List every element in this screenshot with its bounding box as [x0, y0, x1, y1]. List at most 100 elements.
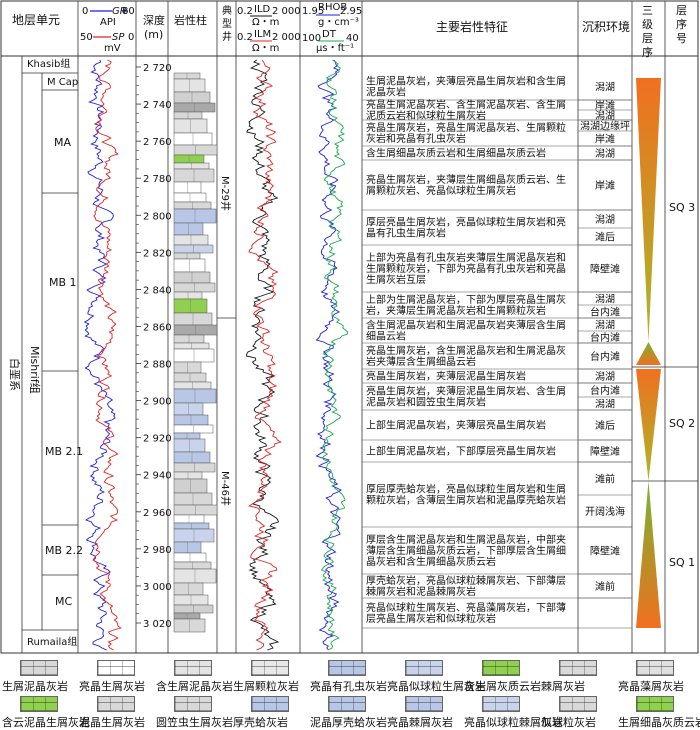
- depth-tick-label: 2 940: [143, 471, 172, 482]
- khasib-label: Khasib组: [27, 57, 70, 70]
- environment-label: 滩前: [595, 580, 615, 593]
- environment-label: 潟湖: [595, 81, 615, 94]
- sp-max: 0: [128, 32, 134, 43]
- svg-text:序: 序: [642, 45, 653, 59]
- sp-min: 50: [80, 32, 93, 43]
- depth-tick-label: 2 760: [143, 137, 172, 148]
- svg-text:三: 三: [642, 4, 653, 17]
- resistivity-header: 0.2 ILD 2 000 Ω・m 0.2 ILM 2 000 Ω・m: [237, 4, 301, 54]
- legend-swatch: [328, 660, 366, 676]
- sequence-sq3: SQ 3: [669, 201, 695, 214]
- legend-swatch: [251, 696, 289, 712]
- sq3-triangle: [636, 78, 661, 342]
- depth-tick-label: 2 980: [143, 545, 172, 556]
- depth-tick-label: 2 840: [143, 285, 172, 296]
- ild-curve: [246, 59, 280, 651]
- feature-text-line: 薄层含生屑细晶灰质云岩，下部厚层含生屑细: [366, 544, 566, 557]
- sq2-triangle: [636, 369, 661, 481]
- feature-text-line: 屑颗粒灰岩、亮晶似球粒生屑灰岩: [366, 184, 516, 197]
- gr-unit: API: [100, 17, 116, 28]
- feature-text: 厚层厚壳蛤灰岩，亮晶似球粒生屑灰岩和生屑颗粒灰岩，含薄层生屑灰岩和泥晶厚壳蛤灰岩: [366, 483, 566, 507]
- feature-text-line: 灰岩和亮晶有孔虫灰岩: [366, 132, 466, 145]
- feature-text: 厚层亮晶生屑灰岩，亮晶似球粒生屑灰岩和亮晶有孔虫生屑灰岩: [366, 216, 566, 240]
- well-m46: M-46井: [219, 471, 232, 506]
- member-ma: MA: [54, 136, 71, 149]
- dt-min: 100: [302, 33, 321, 44]
- legend-swatch: [405, 660, 443, 676]
- feature-text: 亮晶生屑灰岩，夹薄层生屑细晶灰质云岩、生屑颗粒灰岩、亮晶似球粒生屑灰岩: [366, 173, 566, 197]
- feature-text-line: 亮晶似球粒生屑灰岩、亮晶藻屑灰岩，下部薄: [366, 601, 566, 614]
- environment-label: 滩后: [595, 231, 615, 244]
- well-header-2: 型: [222, 17, 232, 30]
- ild-min: 0.2: [237, 6, 253, 17]
- sp-name: SP: [112, 32, 125, 43]
- legend-swatch: [174, 660, 212, 676]
- sequence-sq1: SQ 1: [669, 556, 695, 569]
- depth-ticks: 2 720 2 740 2 760 2 780 2 800 2 820 2 840 2 860…: [136, 63, 172, 630]
- gr-curve: [83, 59, 116, 651]
- feature-text-line: 上部为亮晶有孔虫灰岩夹薄层生屑泥晶灰岩和: [366, 251, 566, 264]
- legend-swatch: [405, 696, 443, 712]
- lithology-header: 岩性柱: [174, 13, 207, 27]
- gr-max: 80: [122, 6, 135, 17]
- legend-label: 含生屑灰质云岩: [464, 680, 541, 693]
- depth-tick-label: 2 780: [143, 174, 172, 185]
- legend-label: 生屑细晶灰质云岩: [618, 716, 700, 729]
- environment-label: 潟湖: [595, 319, 615, 332]
- rhob-name: RHOB: [318, 2, 347, 13]
- legend-swatch: [174, 696, 212, 712]
- feature-text: 含生屑泥晶灰岩和生屑泥晶灰岩夹薄层含生屑细晶云岩: [366, 319, 566, 343]
- feature-text: 上部为亮晶有孔虫灰岩夹薄层生屑泥晶灰岩和生屑颗粒灰岩，下部为亮晶有孔虫灰岩和亮晶…: [366, 251, 566, 286]
- feature-text-line: 亮晶生屑灰岩，夹薄层泥晶生屑灰岩、含生屑: [366, 385, 566, 398]
- legend-swatch: [482, 660, 520, 676]
- feature-text-line: 晶灰岩和含生屑细晶灰质云岩: [366, 555, 496, 568]
- sp-curve: [92, 59, 122, 651]
- environment-label: 潟湖: [595, 109, 615, 122]
- sequence-sq2: SQ 2: [669, 417, 695, 430]
- ilm-unit: Ω・m: [252, 43, 279, 54]
- column-dividers: [77, 1, 666, 653]
- environment-label: 潟湖: [595, 370, 615, 383]
- well-m29: M-29井: [219, 176, 232, 211]
- feature-text-line: 棘屑灰岩和泥晶棘屑灰岩: [366, 585, 476, 598]
- rhob-min: 1.95: [302, 6, 324, 17]
- rhob-max: 2.95: [340, 6, 362, 17]
- depth-tick-label: 2 740: [143, 100, 172, 111]
- lithology-legend: 生屑泥晶灰岩 亮晶生屑灰岩 含生屑泥晶灰岩 生屑颗粒灰岩 亮晶有孔虫灰岩 亮晶似球粒生屑灰…: [0, 656, 700, 729]
- depth-header: 深度: [143, 13, 165, 27]
- environment-label: 潟湖: [595, 213, 615, 226]
- member-mb1: MB 1: [49, 276, 77, 289]
- dt-curve: [320, 59, 349, 651]
- svg-text:层: 层: [642, 32, 653, 45]
- environment-label: 障壁滩: [590, 545, 620, 558]
- feature-text: 生屑泥晶灰岩，夹薄层亮晶生屑灰岩和含生屑泥晶灰岩: [366, 75, 566, 99]
- legend-label: 亮晶似球粒生屑灰岩: [387, 680, 486, 693]
- feature-text-line: 层亮晶生屑灰岩和似球粒灰岩: [366, 612, 496, 625]
- environment-label: 台内滩: [590, 350, 620, 363]
- feature-text-line: 上部生屑泥晶灰岩，下部厚层亮晶生屑灰岩: [366, 445, 556, 458]
- feature-text-line: 生屑泥晶灰岩，夹薄层亮晶生屑灰岩和含生屑: [366, 75, 566, 88]
- member-mb21: MB 2.1: [45, 445, 83, 458]
- depth-tick-label: 2 820: [143, 248, 172, 259]
- legend-label: 圆笠虫生屑灰岩: [156, 716, 233, 729]
- unit-column-header: 地层单元: [12, 13, 60, 27]
- feature-text-line: 生屑灰岩互层: [366, 273, 426, 286]
- dt-max: 40: [346, 33, 359, 44]
- legend-label: 亮晶生屑灰岩: [79, 680, 145, 693]
- member-mc: MC: [55, 595, 72, 608]
- tertiary-sequence-header: 三 级 层 序: [642, 4, 653, 59]
- feature-text-line: 亮晶生屑灰岩，夹薄层泥晶生屑灰岩: [366, 370, 526, 383]
- legend-label: 含生屑泥晶灰岩: [156, 680, 233, 693]
- sequence-number-header: 层 序 号: [676, 4, 687, 45]
- feature-text-line: 上部为生屑泥晶灰岩，下部为厚层亮晶生屑灰: [366, 293, 566, 306]
- legend-swatch: [559, 660, 597, 676]
- legend-label: 厚壳蛤灰岩: [233, 716, 288, 729]
- feature-text-line: 岩，夹薄层生屑泥晶灰岩和生屑颗粒灰岩: [366, 304, 546, 317]
- feature-text-line: 含生屑泥晶灰岩和生屑泥晶灰岩夹薄层含生屑: [366, 319, 566, 332]
- legend-label: 亮晶棘屑灰岩: [387, 716, 453, 729]
- feature-text-line: 岩夹薄层含生屑细晶云岩: [366, 355, 476, 368]
- svg-text:层: 层: [676, 4, 687, 17]
- legend-swatch: [251, 660, 289, 676]
- environment-label: 岸滩: [595, 99, 615, 112]
